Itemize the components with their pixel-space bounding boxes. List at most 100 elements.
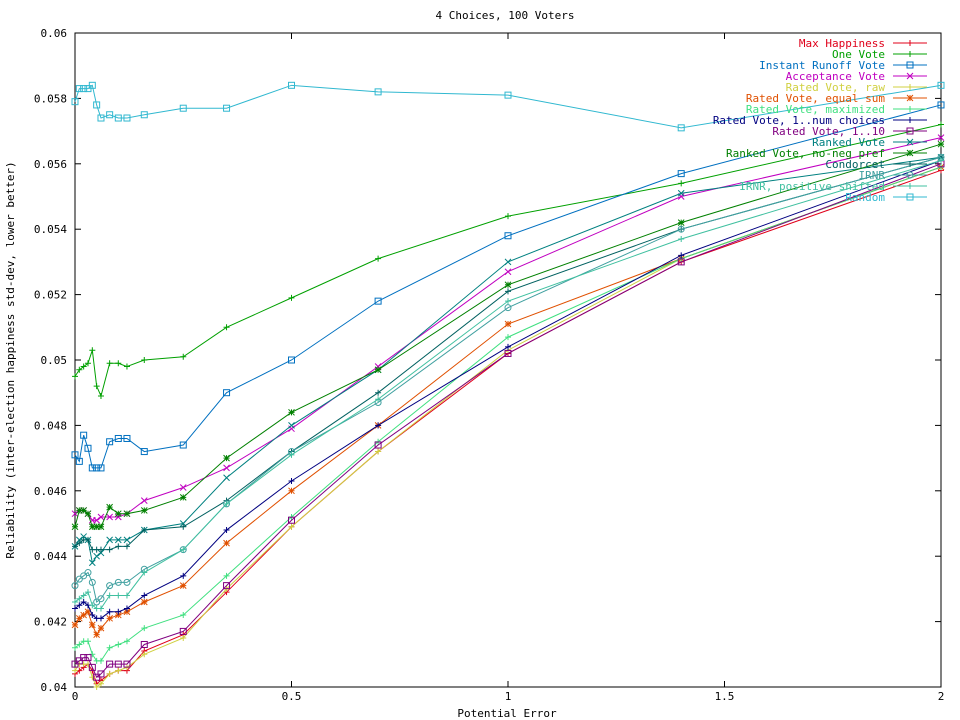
data-point <box>223 539 230 547</box>
legend-label: Rated Vote, 1..num choices <box>713 114 885 127</box>
series-rated-vote-equal-sum <box>71 163 945 639</box>
data-point <box>97 523 105 531</box>
data-point <box>114 510 122 518</box>
data-point <box>374 297 382 305</box>
legend-label: Rated Vote, equal sum <box>746 92 885 105</box>
legend-marker <box>906 171 914 179</box>
data-point <box>84 589 91 596</box>
data-point <box>106 503 113 511</box>
data-point <box>223 454 230 462</box>
data-point <box>114 114 122 122</box>
series-line <box>74 84 942 129</box>
data-point <box>88 578 96 586</box>
data-point <box>72 667 78 674</box>
x-axis-label: Potential Error <box>457 707 557 720</box>
data-point <box>114 434 122 442</box>
data-point <box>288 81 295 89</box>
data-point <box>179 104 187 112</box>
legend-label: Acceptance Vote <box>786 70 885 83</box>
data-point <box>123 543 130 550</box>
data-point <box>179 493 187 501</box>
data-point <box>115 641 122 648</box>
data-point <box>106 536 113 544</box>
data-point <box>80 598 87 605</box>
data-point <box>106 438 114 446</box>
data-point <box>375 255 382 262</box>
y-tick-label: 0.046 <box>34 485 67 498</box>
data-point <box>288 422 295 429</box>
data-point <box>937 81 945 89</box>
data-point <box>72 543 78 550</box>
data-point <box>115 667 122 674</box>
data-point <box>179 627 187 635</box>
series-rated-vote-maximized <box>72 164 944 664</box>
data-point <box>84 536 91 543</box>
legend-marker <box>907 106 913 112</box>
series-line <box>74 166 942 636</box>
data-point <box>141 357 148 363</box>
data-point <box>223 527 230 534</box>
legend-marker <box>906 138 914 146</box>
series-max-happiness <box>72 167 944 687</box>
data-point <box>84 510 92 518</box>
data-point <box>106 608 113 615</box>
y-tick-label: 0.048 <box>34 419 67 432</box>
data-point <box>106 360 113 367</box>
data-point <box>288 477 295 484</box>
legend-marker <box>906 193 914 201</box>
data-point <box>223 572 230 579</box>
data-point <box>180 612 187 619</box>
data-point <box>504 91 512 99</box>
data-point <box>677 170 685 178</box>
data-point <box>106 111 114 119</box>
y-axis-label: Reliability (inter-election happiness st… <box>4 161 17 558</box>
legend-label: Rated Vote, raw <box>786 81 886 94</box>
chart-title: 4 Choices, 100 Voters <box>435 9 574 22</box>
data-point <box>123 363 130 370</box>
data-point <box>97 114 105 122</box>
data-point <box>84 608 92 616</box>
data-point <box>123 605 130 612</box>
data-point <box>71 621 79 629</box>
data-point <box>71 98 79 106</box>
data-point <box>93 523 101 531</box>
data-point <box>288 294 295 301</box>
data-point <box>938 157 944 164</box>
legend-label: IRNR, positive shifted <box>739 180 885 193</box>
data-point <box>504 268 512 276</box>
data-point <box>504 232 512 240</box>
data-point <box>141 527 148 534</box>
legend-marker <box>906 61 914 69</box>
legend-label: One Vote <box>832 48 885 61</box>
series-condorcet <box>72 154 944 553</box>
data-point <box>123 434 131 442</box>
y-tick-label: 0.04 <box>41 681 68 694</box>
data-point <box>75 575 83 583</box>
legend-label: Instant Runoff Vote <box>759 59 885 72</box>
x-tick-label: 0.5 <box>282 690 302 703</box>
data-point <box>678 180 685 187</box>
data-point <box>375 422 382 429</box>
data-point <box>88 621 96 629</box>
data-point <box>106 592 113 599</box>
data-point <box>114 536 122 544</box>
data-point <box>84 654 92 662</box>
data-point <box>76 540 83 547</box>
data-point <box>937 134 945 141</box>
legend-label: Ranked Vote <box>812 136 885 149</box>
data-point <box>89 674 96 681</box>
data-point <box>97 615 104 622</box>
data-point <box>72 598 78 605</box>
data-point <box>141 569 148 576</box>
data-point <box>140 497 148 504</box>
data-point <box>80 592 87 599</box>
data-point <box>80 85 88 93</box>
data-point <box>72 644 78 651</box>
data-point <box>179 484 187 491</box>
data-point <box>140 448 148 456</box>
x-tick-label: 0 <box>72 690 79 703</box>
data-point <box>88 523 96 531</box>
series-irnr <box>71 153 945 606</box>
y-tick-label: 0.042 <box>34 616 67 629</box>
